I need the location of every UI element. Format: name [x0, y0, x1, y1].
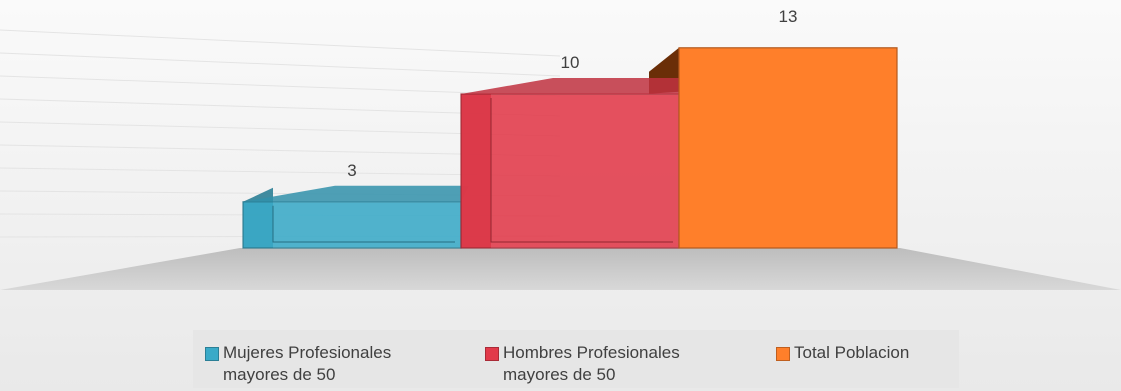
- bar-front: [242, 201, 462, 249]
- data-labels: 3 10 13: [347, 7, 797, 180]
- bars: [242, 47, 898, 249]
- data-label: 10: [561, 53, 580, 72]
- legend-swatch-total: [776, 347, 790, 361]
- gridline: [0, 52, 561, 77]
- legend-swatch-mujeres: [205, 347, 219, 361]
- legend-label-mujeres: Mujeres Profesionales mayores de 50: [223, 343, 392, 384]
- bar-front: [678, 47, 898, 249]
- bar: [678, 47, 898, 249]
- legend-swatch-hombres: [485, 347, 499, 361]
- chart-floor: [0, 248, 1121, 290]
- bar-bevel: [272, 205, 455, 243]
- legend-label-hombres: Hombres Profesionales mayores de 50: [503, 343, 680, 384]
- legend-label-total: Total Poblacion: [794, 343, 910, 362]
- legend-item-mujeres: Mujeres Profesionales mayores de 50: [205, 342, 391, 386]
- data-label: 13: [779, 7, 798, 26]
- gridline: [0, 75, 561, 97]
- legend-item-total: Total Poblacion: [776, 342, 909, 364]
- data-label: 3: [347, 161, 356, 180]
- bar-top: [243, 185, 469, 202]
- bar: [242, 185, 469, 249]
- legend-item-hombres: Hombres Profesionales mayores de 50: [485, 342, 680, 386]
- bar: [460, 78, 687, 249]
- gridline: [0, 29, 561, 57]
- bar-top: [461, 78, 687, 94]
- bar-bevel: [490, 98, 673, 243]
- legend: Mujeres Profesionales mayores de 50 Homb…: [193, 330, 959, 388]
- bar-front: [460, 93, 680, 249]
